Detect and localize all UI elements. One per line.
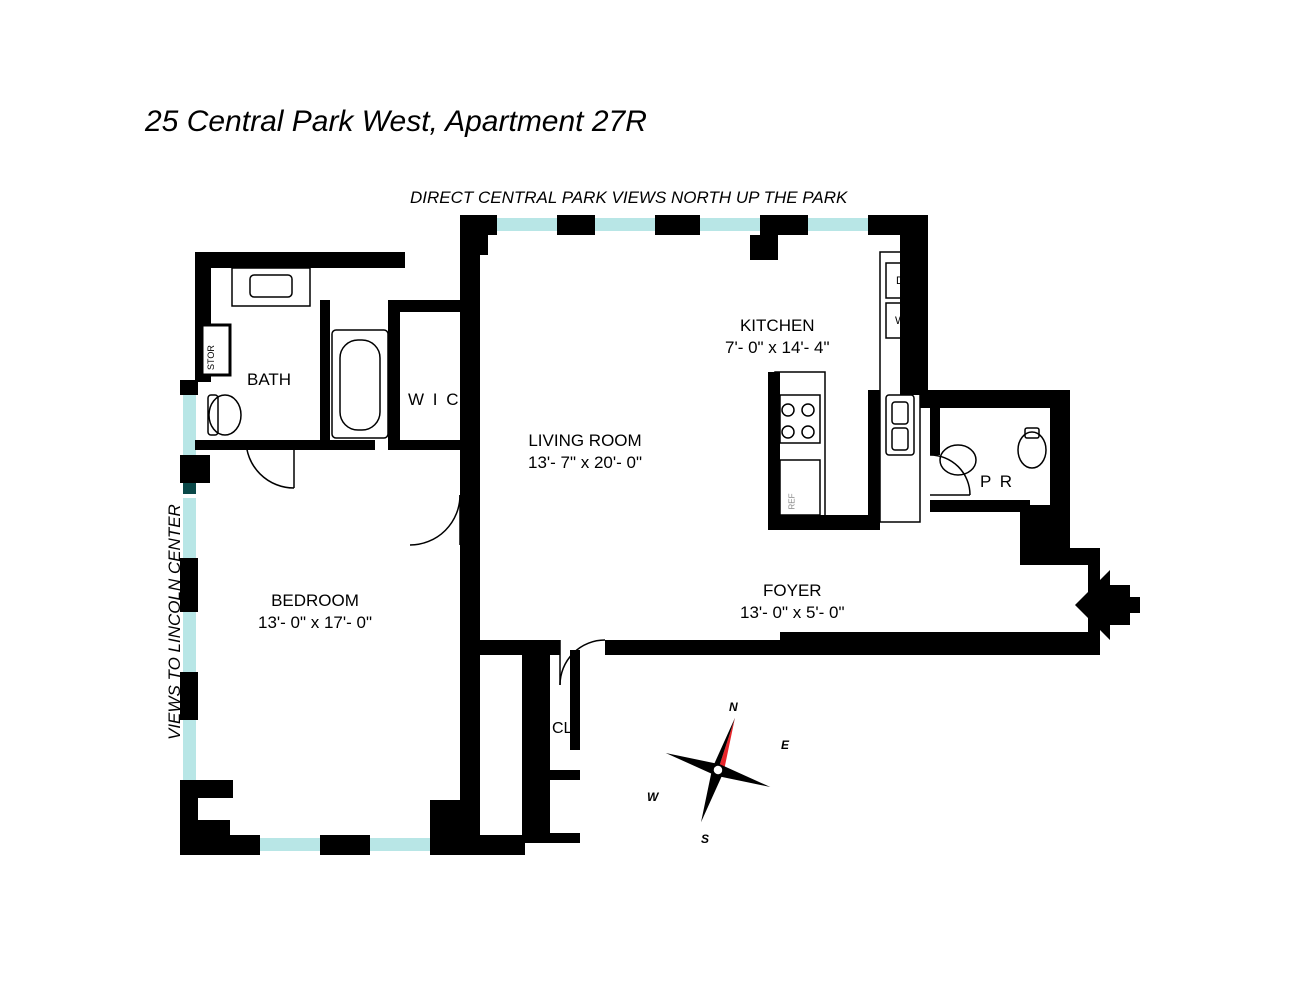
compass-e: E (781, 738, 789, 752)
compass-n: N (729, 700, 738, 714)
appliance-ref: REF (788, 494, 797, 510)
foyer-label: FOYER 13'- 0" x 5'- 0" (740, 580, 845, 624)
stor-label: STOR (206, 345, 216, 370)
cl-foyer-label: CL (1038, 535, 1058, 553)
pr-label: P R (980, 472, 1014, 492)
appliance-d: D (896, 275, 904, 287)
bedroom-label: BEDROOM 13'- 0" x 17'- 0" (258, 590, 372, 634)
appliance-w: W (895, 315, 905, 327)
wic-label: W I C (408, 390, 461, 410)
kitchen-label: KITCHEN 7'- 0" x 14'- 4" (725, 315, 830, 359)
cl-bottom-label: CL (552, 720, 572, 738)
bath-label: BATH (247, 370, 291, 390)
compass-w: W (647, 790, 658, 804)
compass-s: S (701, 832, 709, 846)
living-room-label: LIVING ROOM 13'- 7" x 20'- 0" (528, 430, 642, 474)
compass-icon (649, 701, 788, 840)
floorplan-svg (0, 0, 1294, 1000)
